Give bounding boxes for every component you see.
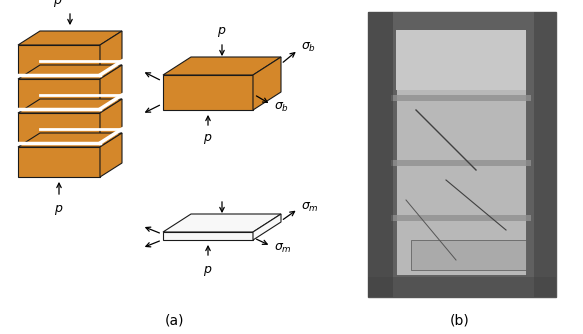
Bar xyxy=(411,240,526,270)
Bar xyxy=(391,95,531,101)
Polygon shape xyxy=(100,133,122,177)
Polygon shape xyxy=(18,133,122,147)
Text: $p$: $p$ xyxy=(54,203,64,217)
Polygon shape xyxy=(163,214,281,232)
Polygon shape xyxy=(163,75,253,110)
Bar xyxy=(391,160,531,166)
Polygon shape xyxy=(100,65,122,109)
Polygon shape xyxy=(100,31,122,75)
Bar xyxy=(396,30,526,275)
Polygon shape xyxy=(18,79,100,109)
Bar xyxy=(368,277,556,297)
Polygon shape xyxy=(18,147,100,177)
Bar xyxy=(396,30,526,90)
Polygon shape xyxy=(18,31,122,45)
Polygon shape xyxy=(253,214,281,240)
Bar xyxy=(534,12,556,297)
Polygon shape xyxy=(18,65,122,79)
Text: (b): (b) xyxy=(450,313,470,327)
Polygon shape xyxy=(163,57,281,75)
Polygon shape xyxy=(18,99,122,113)
Text: $p$: $p$ xyxy=(217,25,227,39)
Text: $\sigma_m$: $\sigma_m$ xyxy=(301,200,319,213)
Text: (a): (a) xyxy=(165,313,185,327)
Text: $\sigma_b$: $\sigma_b$ xyxy=(301,40,316,53)
Text: $\sigma_m$: $\sigma_m$ xyxy=(274,241,292,255)
Text: $p$: $p$ xyxy=(203,132,213,146)
Polygon shape xyxy=(18,45,100,75)
Text: $\sigma_b$: $\sigma_b$ xyxy=(274,101,289,114)
Bar xyxy=(368,12,556,297)
Bar xyxy=(368,12,556,297)
Text: $p$: $p$ xyxy=(203,264,213,278)
Polygon shape xyxy=(163,232,253,240)
Bar xyxy=(368,12,393,297)
Text: $p$: $p$ xyxy=(53,0,63,9)
Polygon shape xyxy=(253,57,281,110)
Polygon shape xyxy=(100,99,122,143)
Polygon shape xyxy=(18,113,100,143)
Bar xyxy=(391,215,531,221)
